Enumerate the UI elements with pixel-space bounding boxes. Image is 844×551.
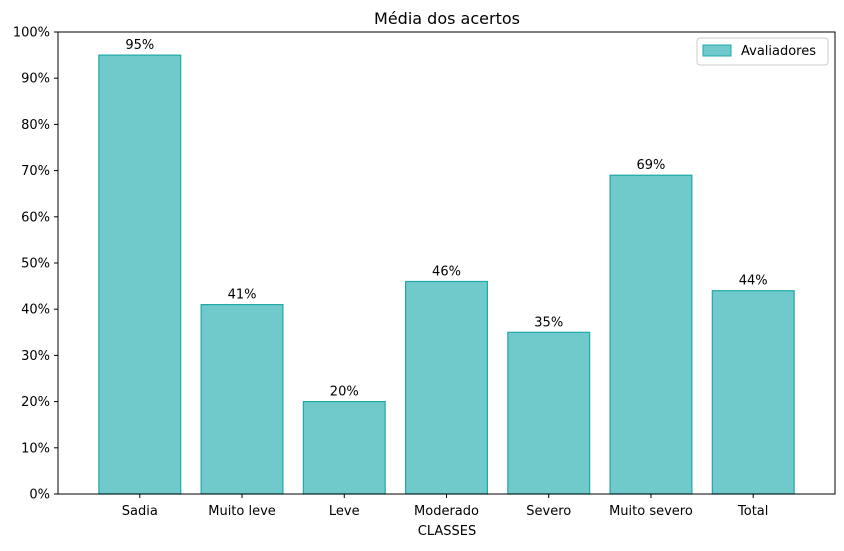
data-label-2: 20% bbox=[330, 385, 359, 400]
data-label-0: 95% bbox=[125, 38, 154, 53]
legend-label: Avaliadores bbox=[741, 44, 816, 59]
y-tick-label-3: 30% bbox=[21, 349, 50, 364]
data-label-3: 46% bbox=[432, 264, 461, 279]
x-tick-label-2: Leve bbox=[329, 504, 360, 519]
x-tick-label-5: Muito severo bbox=[609, 504, 693, 519]
data-label-6: 44% bbox=[739, 274, 768, 289]
bar-1 bbox=[200, 303, 284, 495]
y-tick-label-4: 40% bbox=[21, 303, 50, 318]
y-tick-label-0: 0% bbox=[29, 488, 50, 503]
data-label-5: 69% bbox=[637, 158, 666, 173]
bars-layer bbox=[98, 54, 795, 495]
data-label-1: 41% bbox=[228, 288, 257, 303]
x-tick-label-1: Muito leve bbox=[208, 504, 276, 519]
y-tick-label-9: 90% bbox=[21, 72, 50, 87]
y-tick-label-7: 70% bbox=[21, 164, 50, 179]
x-tick-label-6: Total bbox=[737, 504, 768, 519]
x-axis-label: CLASSES bbox=[418, 524, 476, 539]
y-tick-label-8: 80% bbox=[21, 118, 50, 133]
bar-0 bbox=[98, 54, 182, 495]
x-tick-label-3: Moderado bbox=[414, 504, 479, 519]
plot-frame bbox=[57, 31, 836, 495]
bar-2 bbox=[302, 401, 386, 495]
data-labels-layer: 95% 41% 20% 46% 35% 69% 44% bbox=[125, 38, 767, 400]
legend: Avaliadores bbox=[696, 37, 829, 66]
y-tick-label-1: 10% bbox=[21, 441, 50, 456]
y-tick-label-5: 50% bbox=[21, 257, 50, 272]
y-tick-label-10: 100% bbox=[13, 26, 50, 41]
bar-4 bbox=[507, 331, 591, 495]
chart-title: Média dos acertos bbox=[374, 9, 520, 28]
bar-6 bbox=[711, 290, 795, 495]
x-axis: Sadia Muito leve Leve Moderado Severo Muito s… bbox=[122, 494, 768, 519]
x-tick-label-0: Sadia bbox=[122, 504, 158, 519]
y-tick-label-6: 60% bbox=[21, 210, 50, 225]
data-label-4: 35% bbox=[534, 315, 563, 330]
x-tick-label-4: Severo bbox=[526, 504, 571, 519]
y-tick-label-2: 20% bbox=[21, 395, 50, 410]
legend-swatch bbox=[702, 44, 732, 57]
bar-5 bbox=[609, 174, 693, 495]
bar-3 bbox=[405, 280, 488, 495]
y-axis: 0% 10% 20% 30% 40% 50% 60% 70% 80% 90% 100% bbox=[13, 26, 58, 503]
